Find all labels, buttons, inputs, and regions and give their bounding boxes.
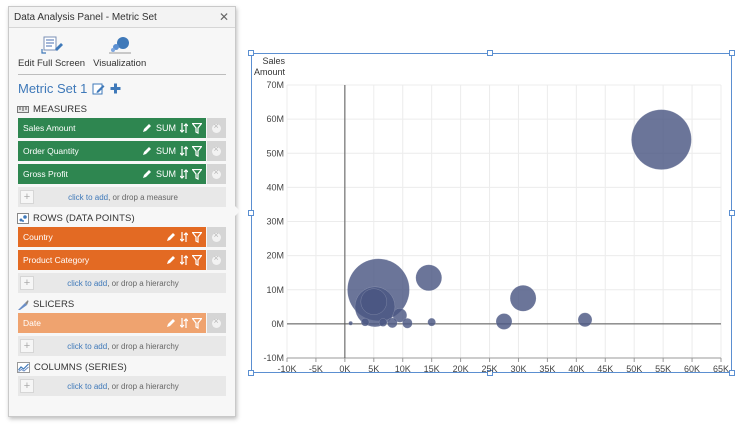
filter-icon[interactable] xyxy=(192,254,202,266)
plus-icon: + xyxy=(20,276,34,290)
add-slicer-dropzone[interactable]: + click to add, or drop a hierarchy xyxy=(18,336,226,356)
rows-label: ROWS (DATA POINTS) xyxy=(33,213,135,224)
resize-handle-bl[interactable] xyxy=(248,370,254,376)
measures-label: MEASURES xyxy=(33,104,88,115)
pencil-icon[interactable] xyxy=(142,169,152,179)
columns-label: COLUMNS (SERIES) xyxy=(34,362,127,373)
add-column-dropzone[interactable]: + click to add, or drop a hierarchy xyxy=(18,376,226,396)
edit-full-screen-button[interactable]: Edit Full Screen xyxy=(18,28,85,74)
resize-handle-bm[interactable] xyxy=(487,370,493,376)
remove-icon[interactable] xyxy=(207,164,226,184)
edit-full-screen-icon xyxy=(40,36,63,54)
visualization-label: Visualization xyxy=(93,58,147,69)
sort-icon[interactable] xyxy=(180,123,188,133)
drop-hint: , or drop a measure xyxy=(108,192,178,202)
add-row-dropzone[interactable]: + click to add, or drop a hierarchy xyxy=(18,273,226,293)
remove-icon[interactable] xyxy=(207,118,226,138)
sort-icon[interactable] xyxy=(180,232,188,242)
visualization-button[interactable]: Visualization xyxy=(93,28,146,74)
click-to-add-link[interactable]: click to add xyxy=(67,278,108,288)
pencil-icon[interactable] xyxy=(142,146,152,156)
add-metric-set-icon[interactable] xyxy=(110,83,121,94)
pencil-icon[interactable] xyxy=(166,255,176,265)
remove-icon[interactable] xyxy=(207,141,226,161)
metric-set-row: Metric Set 1 xyxy=(9,75,235,101)
resize-handle-tr[interactable] xyxy=(729,50,735,56)
measure-label: Order Quantity xyxy=(23,146,79,156)
measure-label: Gross Profit xyxy=(23,169,68,179)
measure-item-order-quantity[interactable]: Order Quantity SUM xyxy=(18,141,226,161)
slicer-knife-icon xyxy=(18,299,29,310)
filter-icon[interactable] xyxy=(192,145,202,157)
filter-icon[interactable] xyxy=(192,231,202,243)
drop-hint: , or drop a hierarchy xyxy=(107,381,179,391)
visualization-icon xyxy=(108,37,131,54)
plus-icon: + xyxy=(20,190,34,204)
chart-selection-frame[interactable] xyxy=(248,50,735,376)
resize-handle-tm[interactable] xyxy=(487,50,493,56)
resize-handle-mr[interactable] xyxy=(729,210,735,216)
row-label: Product Category xyxy=(23,255,90,265)
metric-set-name[interactable]: Metric Set 1 xyxy=(18,80,88,96)
remove-icon[interactable] xyxy=(207,313,226,333)
panel-pointer xyxy=(234,205,240,217)
remove-icon[interactable] xyxy=(207,227,226,247)
filter-icon[interactable] xyxy=(192,168,202,180)
edit-full-screen-label: Edit Full Screen xyxy=(18,58,86,69)
slicers-section-header: SLICERS xyxy=(9,296,235,313)
filter-icon[interactable] xyxy=(192,122,202,134)
panel-title: Data Analysis Panel - Metric Set xyxy=(14,11,157,23)
pencil-icon[interactable] xyxy=(166,232,176,242)
row-item-product-category[interactable]: Product Category xyxy=(18,250,226,270)
slicers-label: SLICERS xyxy=(33,299,75,310)
aggregation-label[interactable]: SUM xyxy=(156,169,176,179)
data-analysis-panel: Data Analysis Panel - Metric Set ✕ Edit … xyxy=(8,6,236,417)
aggregation-label[interactable]: SUM xyxy=(156,123,176,133)
plus-icon: + xyxy=(20,379,34,393)
row-item-country[interactable]: Country xyxy=(18,227,226,247)
pencil-icon[interactable] xyxy=(166,318,176,328)
row-label: Country xyxy=(23,232,53,242)
click-to-add-link[interactable]: click to add xyxy=(67,341,108,351)
aggregation-label[interactable]: SUM xyxy=(156,146,176,156)
measures-section-header: MEASURES xyxy=(9,101,235,118)
edit-metric-set-icon[interactable] xyxy=(92,82,105,95)
rows-section-header: ROWS (DATA POINTS) xyxy=(9,210,235,227)
pencil-icon[interactable] xyxy=(142,123,152,133)
sort-icon[interactable] xyxy=(180,146,188,156)
columns-section-header: COLUMNS (SERIES) xyxy=(9,359,235,376)
add-measure-dropzone[interactable]: + click to add, or drop a measure xyxy=(18,187,226,207)
resize-handle-ml[interactable] xyxy=(248,210,254,216)
slicer-label: Date xyxy=(23,318,41,328)
sort-icon[interactable] xyxy=(180,318,188,328)
click-to-add-link[interactable]: click to add xyxy=(68,192,109,202)
plus-icon: + xyxy=(20,339,34,353)
slicer-item-date[interactable]: Date xyxy=(18,313,226,333)
measure-label: Sales Amount xyxy=(23,123,76,133)
panel-header: Data Analysis Panel - Metric Set ✕ xyxy=(9,7,235,28)
click-to-add-link[interactable]: click to add xyxy=(67,381,108,391)
sort-icon[interactable] xyxy=(180,169,188,179)
ruler-icon xyxy=(17,106,29,113)
remove-icon[interactable] xyxy=(207,250,226,270)
resize-handle-tl[interactable] xyxy=(248,50,254,56)
panel-toolbar: Edit Full Screen Visualization xyxy=(18,28,226,75)
data-points-icon xyxy=(17,213,29,224)
sort-icon[interactable] xyxy=(180,255,188,265)
close-icon[interactable]: ✕ xyxy=(218,10,229,24)
drop-hint: , or drop a hierarchy xyxy=(107,341,179,351)
measure-item-sales-amount[interactable]: Sales Amount SUM xyxy=(18,118,226,138)
series-line-icon xyxy=(17,362,30,373)
measure-item-gross-profit[interactable]: Gross Profit SUM xyxy=(18,164,226,184)
filter-icon[interactable] xyxy=(192,317,202,329)
drop-hint: , or drop a hierarchy xyxy=(107,278,179,288)
resize-handle-br[interactable] xyxy=(729,370,735,376)
